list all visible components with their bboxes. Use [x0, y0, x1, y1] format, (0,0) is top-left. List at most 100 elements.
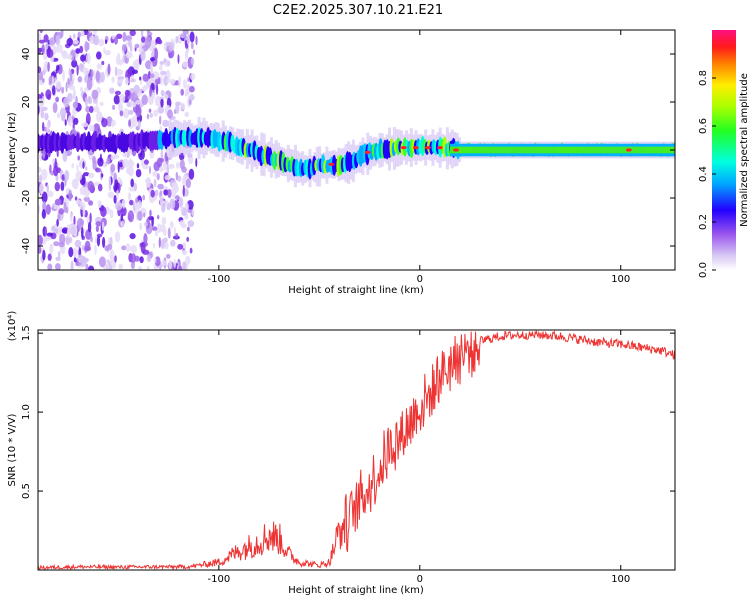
band-core: [610, 146, 613, 154]
noise-blob: [38, 234, 43, 246]
noise-blob: [75, 170, 83, 181]
band-core: [494, 146, 497, 154]
noise-blob: [64, 170, 70, 181]
band-core: [652, 146, 656, 154]
noise-blob: [137, 120, 141, 129]
band-core: [562, 146, 565, 154]
noise-blob: [97, 183, 103, 192]
noise-blob: [149, 86, 152, 97]
noise-blob: [120, 206, 127, 217]
band-core: [554, 146, 557, 154]
noise-blob: [154, 189, 159, 197]
band-core: [542, 146, 545, 154]
noise-blob: [106, 260, 110, 270]
noise-blob: [84, 41, 89, 52]
band-core: [466, 146, 469, 154]
noise-blob: [151, 226, 158, 231]
noise-blob: [42, 249, 46, 261]
band-core: [598, 146, 601, 154]
noise-blob: [69, 212, 73, 223]
noise-blob: [44, 112, 49, 121]
noise-blob: [189, 85, 195, 93]
band-core: [552, 146, 555, 154]
noise-blob: [180, 88, 184, 96]
noise-blob: [44, 235, 50, 242]
noise-blob: [182, 184, 185, 197]
noise-blob: [192, 49, 196, 55]
noise-blob: [163, 75, 169, 86]
noise-blob: [139, 76, 142, 81]
noise-blob: [85, 105, 90, 113]
band-core: [504, 146, 507, 154]
noise-blob: [122, 158, 129, 168]
noise-blob: [129, 233, 136, 240]
noise-blob: [135, 99, 142, 105]
noise-blob: [169, 221, 174, 229]
noise-blob: [130, 178, 134, 188]
noise-blob: [152, 170, 158, 177]
colorbar-tick-label: 0.4: [698, 166, 709, 182]
band-core: [576, 146, 579, 154]
noise-blob: [130, 78, 136, 83]
band-core: [538, 146, 541, 154]
noise-blob: [124, 89, 130, 97]
noise-blob: [52, 76, 54, 85]
band-core: [512, 146, 515, 154]
band-core: [667, 146, 670, 154]
noise-blob: [157, 39, 163, 45]
noise-blob: [56, 64, 60, 71]
noise-blob: [46, 48, 54, 59]
noise-blob: [42, 95, 45, 107]
snr-y-ticks: 0.5 1.0 1.5: [21, 325, 675, 499]
chart-title: C2E2.2025.307.10.21.E21: [273, 3, 443, 18]
noise-blob: [149, 57, 155, 62]
noise-blob: [75, 262, 82, 267]
hot-spot: [436, 146, 443, 150]
band-core: [662, 146, 666, 154]
noise-blob: [167, 227, 171, 239]
snr-y-label: SNR (10 * V/V): [7, 413, 18, 486]
noise-blob: [104, 49, 111, 56]
band-core: [590, 146, 593, 154]
noise-blob: [116, 188, 119, 200]
noise-blob: [88, 200, 94, 206]
noise-blob: [168, 163, 175, 169]
noise-blob: [182, 79, 187, 89]
noise-blob: [120, 219, 124, 227]
noise-blob: [61, 227, 69, 234]
noise-blob: [142, 73, 149, 82]
colorbar-tick-label: 0.8: [698, 70, 709, 86]
noise-blob: [66, 54, 73, 60]
noise-blob: [55, 80, 62, 90]
noise-blob: [168, 42, 174, 52]
noise-blob: [153, 178, 157, 188]
noise-blob: [56, 112, 61, 119]
noise-blob: [175, 36, 179, 44]
noise-blob: [159, 64, 163, 71]
noise-blob: [157, 183, 164, 190]
noise-blob: [61, 115, 66, 122]
spectrogram-y-label: Frequency (Hz): [7, 112, 18, 188]
noise-blob: [56, 150, 59, 158]
noise-blob: [117, 79, 124, 84]
noise-blob: [94, 236, 98, 244]
band-core: [510, 146, 513, 154]
noise-blob: [150, 62, 153, 71]
noise-blob: [130, 92, 135, 102]
noise-blob: [58, 226, 62, 238]
noise-blob: [119, 178, 123, 185]
noise-blob: [154, 257, 157, 263]
noise-blob: [114, 66, 117, 77]
noise-blob: [96, 63, 103, 70]
noise-blob: [114, 231, 121, 243]
noise-blob: [164, 174, 171, 181]
spectrogram-plot-area: [38, 30, 675, 270]
noise-blob: [40, 109, 45, 119]
band-core: [550, 146, 553, 154]
noise-blob: [81, 227, 84, 239]
noise-blob: [73, 33, 76, 39]
noise-blob: [128, 119, 132, 127]
noise-blob: [185, 178, 191, 189]
noise-blob: [163, 200, 169, 205]
noise-blob: [76, 164, 79, 173]
